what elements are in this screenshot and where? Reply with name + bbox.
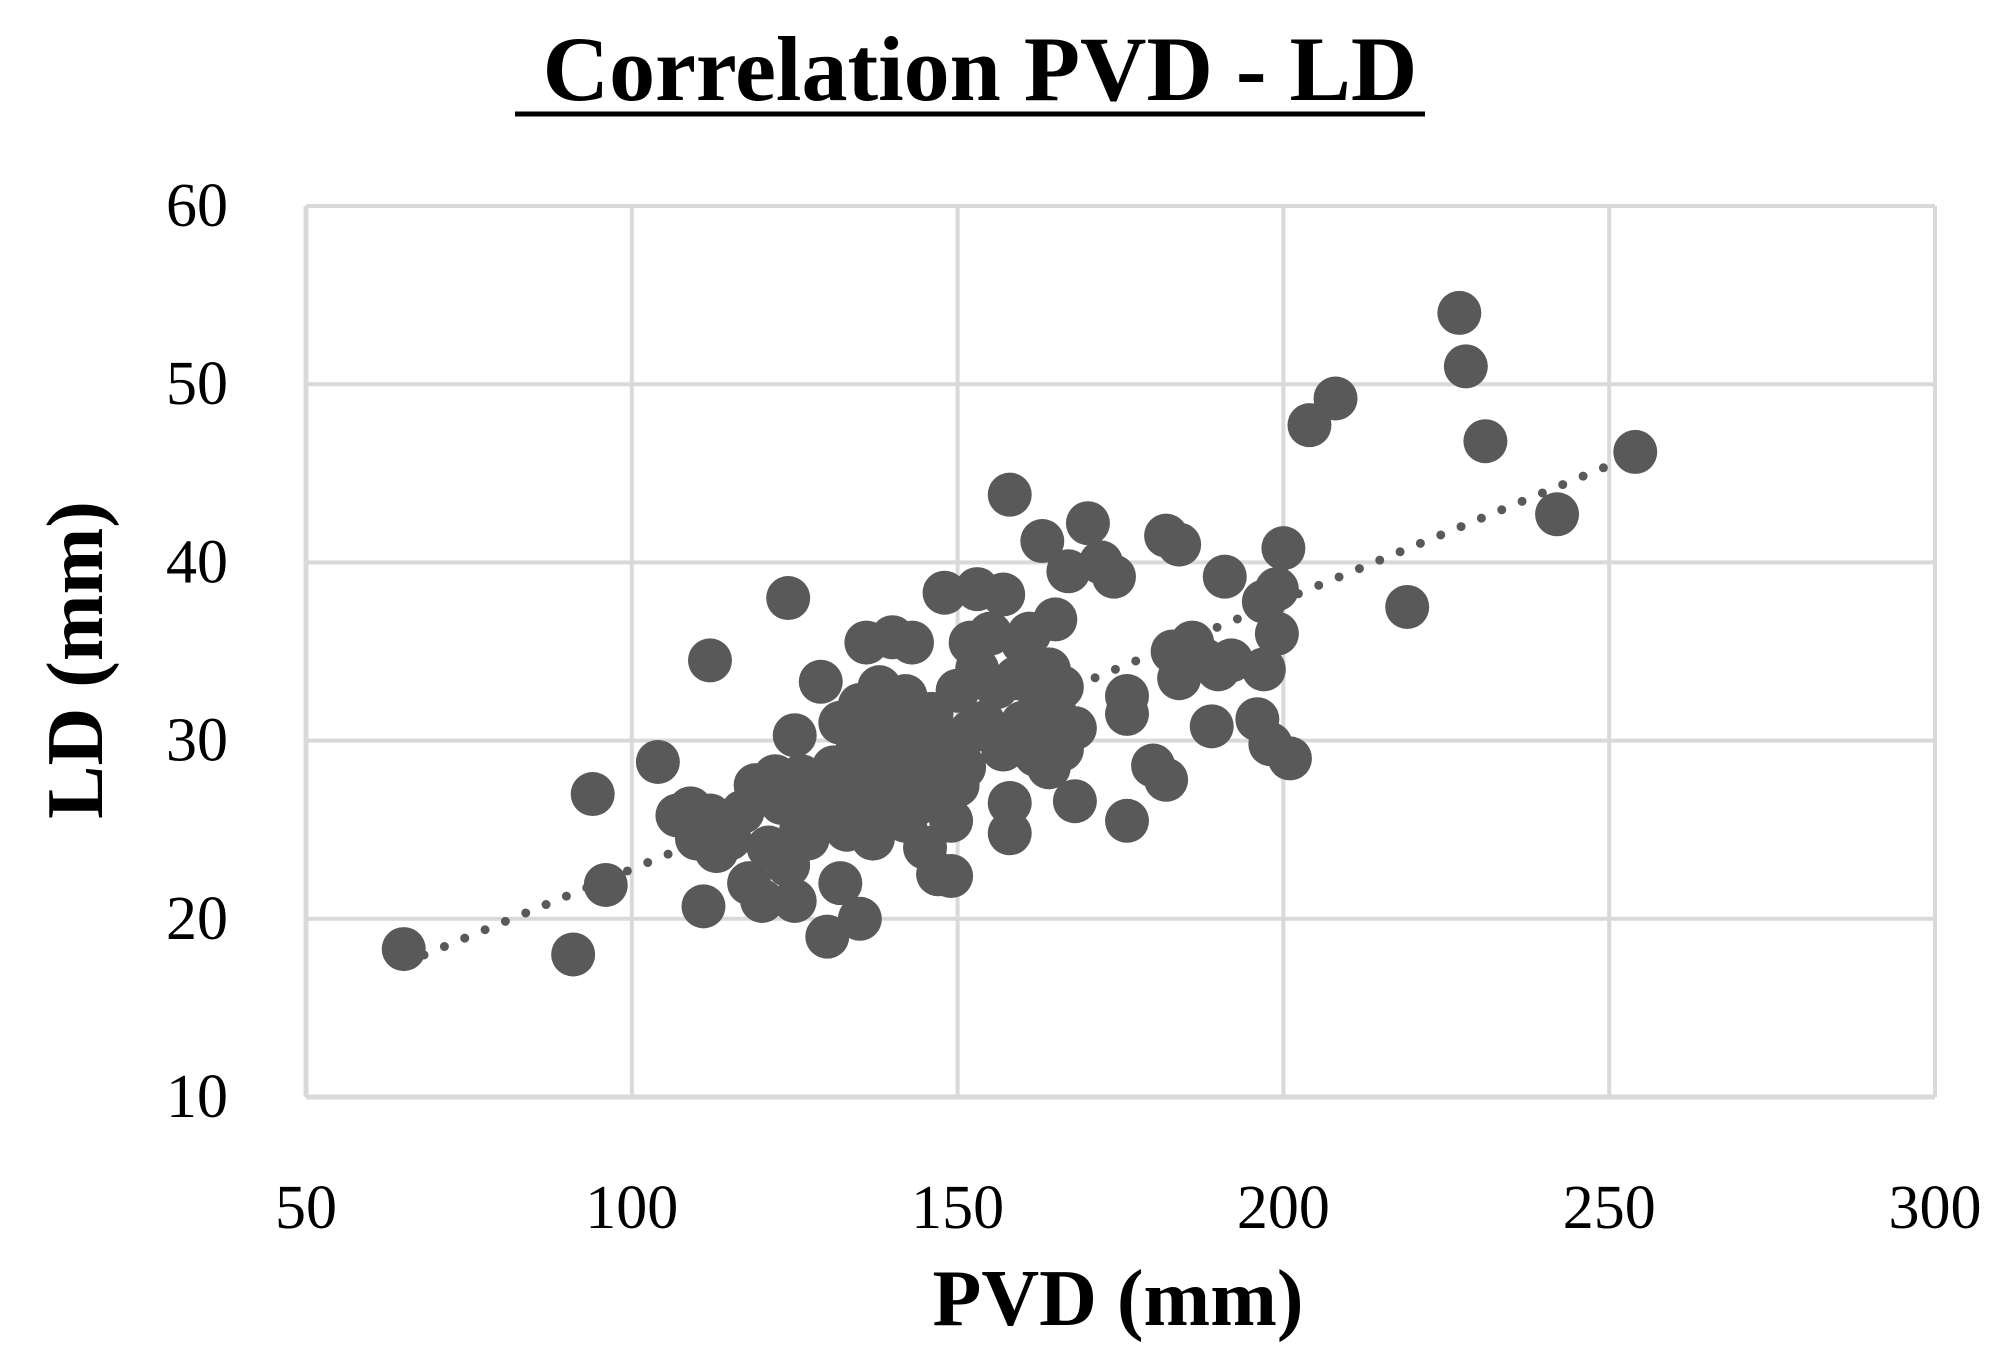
- data-point: [798, 659, 843, 704]
- data-point: [1144, 757, 1189, 802]
- x-tick-label: 250: [1563, 1174, 1656, 1242]
- y-tick-label: 40: [166, 528, 228, 596]
- data-point: [1535, 492, 1580, 537]
- x-tick-label: 300: [1889, 1174, 1982, 1242]
- data-point: [1157, 522, 1202, 567]
- data-point: [981, 572, 1026, 617]
- data-point: [987, 780, 1032, 825]
- data-point: [1105, 691, 1150, 736]
- data-point: [1033, 597, 1078, 642]
- data-point: [1254, 611, 1299, 656]
- data-point: [766, 576, 811, 621]
- data-point: [1241, 647, 1286, 692]
- data-point: [837, 896, 882, 941]
- data-point: [1463, 419, 1508, 464]
- data-point: [381, 927, 426, 972]
- data-point: [1189, 704, 1234, 749]
- data-point: [1052, 779, 1097, 824]
- x-tick-label: 150: [911, 1174, 1004, 1242]
- data-point: [681, 884, 726, 929]
- data-point: [818, 861, 863, 906]
- data-point: [942, 745, 987, 790]
- data-point: [889, 620, 934, 665]
- data-point: [772, 713, 817, 758]
- data-point: [635, 739, 680, 784]
- axes: [303, 206, 1935, 1100]
- data-point: [1020, 519, 1065, 564]
- data-point: [1091, 554, 1136, 599]
- data-point: [1443, 344, 1488, 389]
- data-points: [381, 290, 1658, 977]
- data-point: [1202, 554, 1247, 599]
- data-point: [772, 878, 817, 923]
- data-point: [987, 472, 1032, 517]
- data-point: [1437, 290, 1482, 335]
- data-point: [551, 932, 596, 977]
- data-point: [1385, 584, 1430, 629]
- data-point: [1313, 376, 1358, 421]
- y-axis-title: LD (mm): [32, 501, 120, 819]
- data-point: [583, 862, 628, 907]
- data-point: [1065, 501, 1110, 546]
- y-tick-label: 60: [166, 172, 228, 240]
- data-point: [929, 798, 974, 843]
- data-point: [805, 914, 850, 959]
- y-tick-label: 50: [166, 350, 228, 418]
- data-point: [987, 811, 1032, 856]
- data-point: [1105, 798, 1150, 843]
- data-point: [1267, 736, 1312, 781]
- data-point: [740, 878, 785, 923]
- y-tick-label: 30: [166, 707, 228, 775]
- y-tick-labels: 10 20 30 40 50 60: [166, 172, 228, 1131]
- y-tick-label: 10: [166, 1063, 228, 1131]
- chart-title: Correlation PVD - LD: [543, 18, 1418, 120]
- data-point: [1039, 665, 1084, 710]
- x-tick-label: 50: [275, 1174, 337, 1242]
- data-point: [1261, 526, 1306, 571]
- gridlines: [306, 204, 1937, 1097]
- x-tick-label: 100: [585, 1174, 678, 1242]
- data-point: [1613, 429, 1658, 474]
- x-axis-title: PVD (mm): [933, 1255, 1304, 1343]
- y-tick-label: 20: [166, 885, 228, 953]
- data-point: [1052, 706, 1097, 751]
- data-point: [922, 570, 967, 615]
- data-point: [687, 638, 732, 683]
- x-tick-label: 200: [1237, 1174, 1330, 1242]
- data-point: [570, 772, 615, 817]
- x-tick-labels: 50 100 150 200 250 300: [275, 1174, 1982, 1242]
- data-point: [1254, 567, 1299, 612]
- data-point: [929, 854, 974, 899]
